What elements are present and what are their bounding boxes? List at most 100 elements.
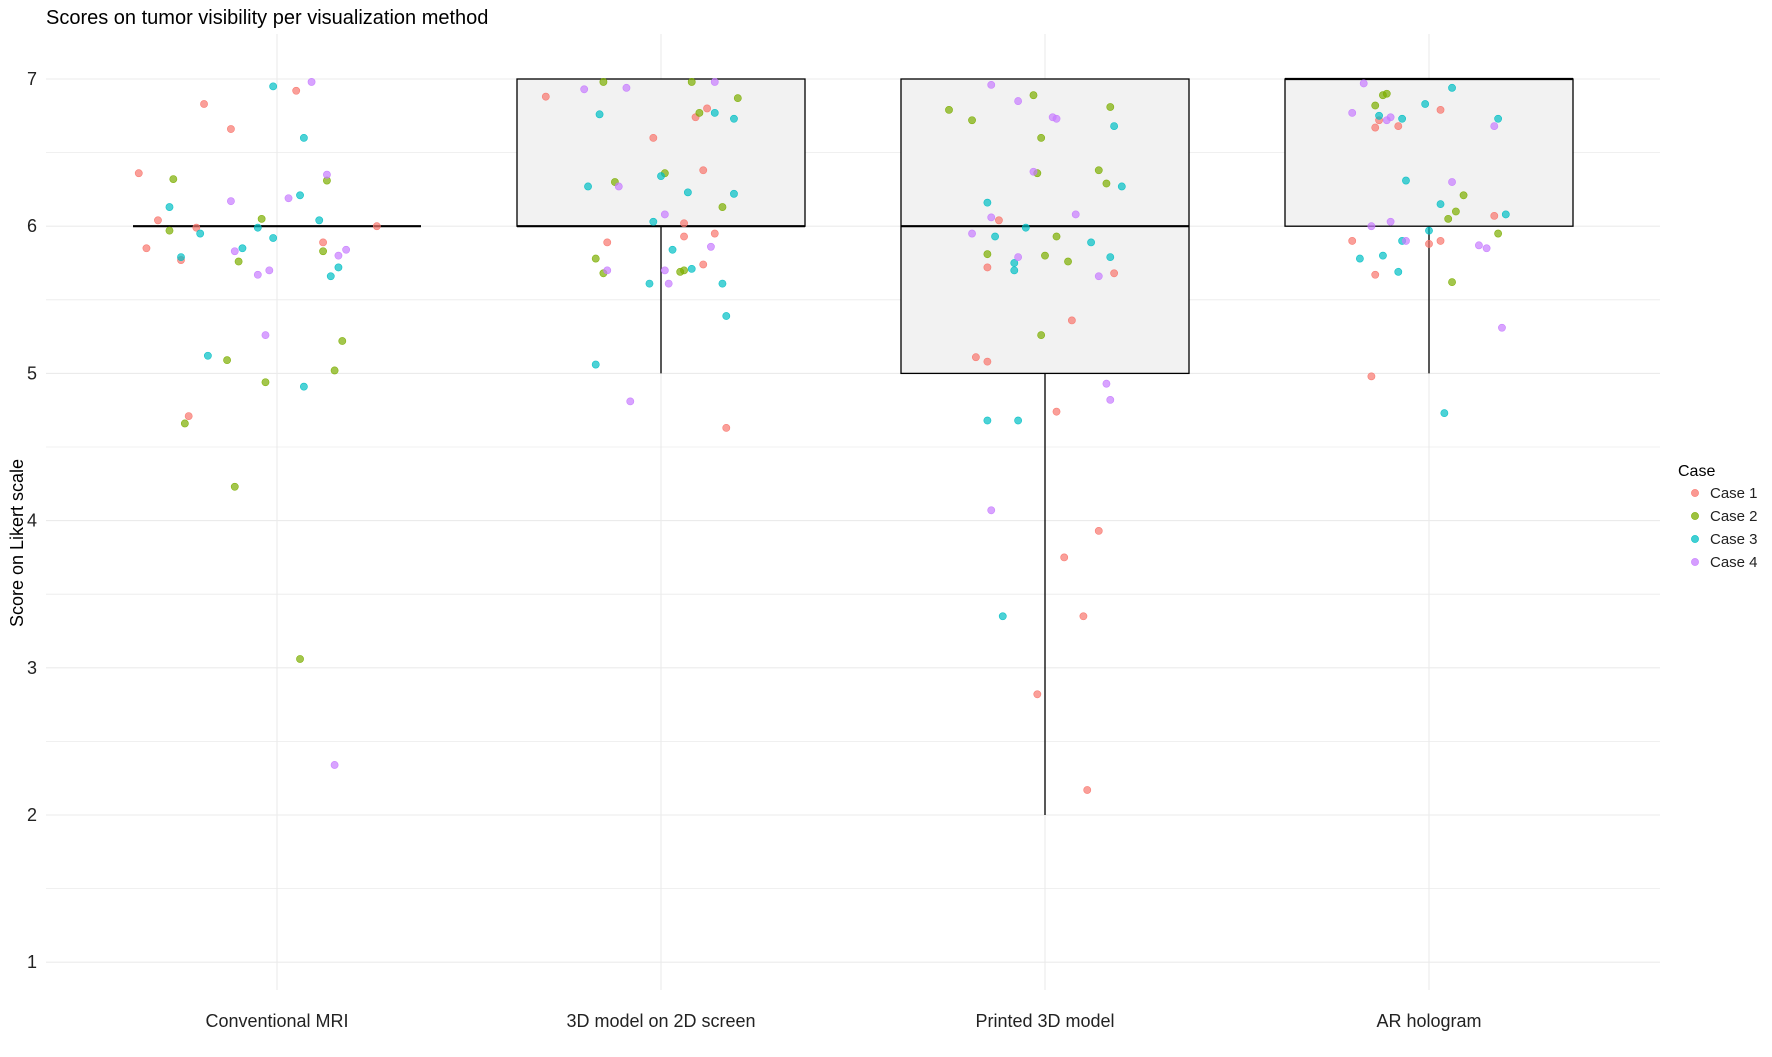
data-point <box>1459 191 1468 200</box>
data-point <box>184 412 193 420</box>
data-point <box>326 272 335 281</box>
data-point <box>599 78 608 86</box>
data-point <box>1106 395 1115 404</box>
data-point <box>1494 229 1503 238</box>
data-point <box>541 92 550 101</box>
data-point <box>1348 108 1357 117</box>
data-point <box>284 194 293 203</box>
y-axis-ticks: 1 2 3 4 5 6 7 <box>27 69 37 972</box>
data-point <box>1033 690 1042 699</box>
data-point <box>1421 100 1430 108</box>
x-tick-label: 3D model on 2D screen <box>566 1011 755 1031</box>
data-point <box>323 170 331 179</box>
data-point <box>1394 267 1403 276</box>
data-point <box>1371 101 1380 110</box>
data-point <box>230 482 239 491</box>
data-point <box>1094 272 1103 281</box>
x-tick-label: AR hologram <box>1376 1011 1481 1031</box>
data-point <box>1436 237 1445 245</box>
data-point <box>1440 409 1449 418</box>
series-case-4 <box>227 78 1506 769</box>
data-point <box>1102 379 1111 388</box>
data-point <box>595 110 604 119</box>
data-point <box>1367 222 1376 231</box>
data-point <box>649 217 658 226</box>
data-point <box>372 222 381 231</box>
y-axis-label: Score on Likert scale <box>7 459 27 627</box>
data-point <box>1490 122 1499 131</box>
data-point <box>165 203 174 211</box>
data-point <box>1398 114 1407 123</box>
data-point <box>257 214 266 223</box>
data-point <box>998 612 1007 621</box>
y-tick-label: 6 <box>27 216 37 236</box>
data-point <box>1425 226 1433 235</box>
data-point <box>1106 103 1115 111</box>
series-case-3 <box>165 82 1510 621</box>
data-point <box>699 260 708 269</box>
data-point <box>968 229 976 238</box>
data-point <box>1079 612 1088 621</box>
data-point <box>334 251 343 260</box>
data-point <box>710 108 719 117</box>
data-point <box>203 351 212 360</box>
data-point <box>687 78 696 86</box>
data-point <box>718 203 727 211</box>
legend-swatch <box>1691 489 1699 497</box>
data-point <box>269 82 278 91</box>
data-point <box>299 382 308 391</box>
data-point <box>730 189 738 198</box>
data-point <box>1436 106 1445 114</box>
data-point <box>342 245 351 254</box>
data-point <box>334 263 343 272</box>
data-point <box>1014 416 1023 425</box>
data-point <box>265 266 274 275</box>
data-point <box>1029 91 1038 100</box>
data-point <box>626 397 635 406</box>
data-point <box>292 86 301 95</box>
data-point <box>660 266 669 275</box>
legend-swatch <box>1691 535 1699 543</box>
data-point <box>1060 553 1069 562</box>
data-point <box>695 108 704 117</box>
data-point <box>1382 116 1391 125</box>
data-point <box>1444 214 1453 223</box>
data-point <box>1102 179 1111 188</box>
data-point <box>614 182 623 191</box>
data-point <box>134 169 143 178</box>
data-point <box>1106 253 1115 262</box>
data-point <box>1394 122 1403 131</box>
data-point <box>591 254 600 263</box>
data-point <box>699 166 708 175</box>
data-point <box>1087 238 1095 247</box>
data-point <box>1402 237 1410 245</box>
data-point <box>1386 217 1395 226</box>
data-point <box>1490 211 1499 220</box>
data-point <box>968 116 976 125</box>
data-point <box>983 263 992 272</box>
data-point <box>1355 254 1364 263</box>
legend-item: Case 2 <box>1691 508 1758 525</box>
data-point <box>261 378 270 387</box>
data-point <box>680 219 688 228</box>
data-point <box>945 106 953 114</box>
data-point <box>319 247 327 256</box>
data-point <box>227 197 235 206</box>
data-point <box>971 353 980 362</box>
data-point <box>299 133 308 142</box>
legend-swatch <box>1691 558 1699 566</box>
data-point <box>1451 207 1460 216</box>
data-point <box>687 264 696 273</box>
data-point <box>1375 111 1383 120</box>
data-point <box>1379 251 1387 260</box>
data-point <box>991 232 999 241</box>
data-point <box>196 229 205 238</box>
data-point <box>1052 407 1061 416</box>
data-point <box>223 356 231 365</box>
data-point <box>1083 786 1092 794</box>
data-point <box>983 357 992 366</box>
data-point <box>718 279 727 288</box>
data-point <box>1448 178 1456 186</box>
data-point <box>154 216 162 225</box>
